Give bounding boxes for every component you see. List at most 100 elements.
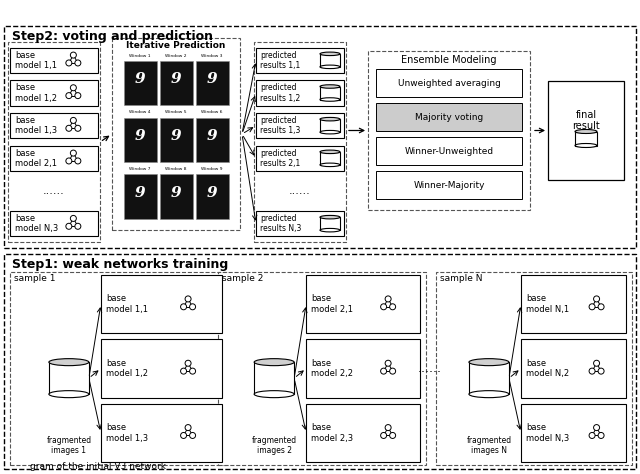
Circle shape [390,368,396,374]
Text: 9: 9 [207,129,218,143]
Bar [101,339,222,398]
Bar [10,211,98,237]
Bar [124,174,157,219]
Bar [521,339,626,398]
Bar [4,26,636,248]
Text: fragmented
images 1: fragmented images 1 [46,436,92,455]
Text: 9: 9 [171,73,181,86]
Ellipse shape [320,98,340,101]
Text: sample N: sample N [440,274,483,283]
Bar [8,42,100,242]
Bar [376,69,522,97]
Bar [306,275,420,333]
Circle shape [70,150,76,156]
Text: Window 9: Window 9 [201,167,223,171]
Text: predicted
results N,3: predicted results N,3 [260,214,301,233]
Circle shape [66,158,72,164]
Circle shape [66,125,72,131]
Bar [256,47,344,73]
Circle shape [593,360,600,366]
Bar [575,131,597,146]
Bar [256,211,344,237]
Bar [10,146,98,171]
Circle shape [593,425,600,430]
Bar [521,404,626,462]
Bar [320,152,340,165]
Text: 9: 9 [134,129,145,143]
Bar [376,171,522,199]
Ellipse shape [575,129,597,134]
Circle shape [381,432,387,438]
Bar [254,362,294,394]
Circle shape [66,92,72,99]
Text: final
result: final result [572,109,600,131]
Text: Unweighted averaging: Unweighted averaging [397,79,500,88]
Circle shape [180,304,187,310]
Bar [195,174,228,219]
Text: fragmented
images 2: fragmented images 2 [252,436,297,455]
Circle shape [385,425,391,430]
Bar [469,362,509,394]
Text: base
model 1,2: base model 1,2 [106,359,148,378]
Text: Ensemble Modeling: Ensemble Modeling [401,55,497,65]
Text: base
model N,2: base model N,2 [526,359,569,378]
Text: base
model N,1: base model N,1 [526,294,569,314]
Ellipse shape [49,391,89,398]
Ellipse shape [320,163,340,166]
Circle shape [75,223,81,229]
Circle shape [185,296,191,302]
Bar [10,113,98,138]
Circle shape [598,304,604,310]
Bar [368,51,530,210]
Circle shape [75,125,81,131]
Circle shape [66,223,72,229]
Ellipse shape [49,359,89,365]
Text: Winner-Majority: Winner-Majority [413,181,484,190]
Text: sample 2: sample 2 [222,274,264,283]
Text: Window 5: Window 5 [165,110,187,114]
Bar [124,118,157,162]
Ellipse shape [575,144,597,147]
Circle shape [589,432,595,438]
Bar [320,54,340,67]
Circle shape [598,368,604,374]
Ellipse shape [320,130,340,134]
Text: Step1: weak networks training: Step1: weak networks training [12,258,228,271]
Text: Iterative Prediction: Iterative Prediction [126,41,226,50]
Circle shape [381,368,387,374]
Bar [159,61,193,105]
Bar [10,47,98,73]
Bar [376,137,522,165]
Ellipse shape [320,52,340,55]
Text: 9: 9 [134,73,145,86]
Circle shape [598,432,604,438]
Ellipse shape [254,391,294,398]
Text: ......: ...... [43,186,65,196]
Circle shape [589,368,595,374]
Circle shape [189,432,196,438]
Circle shape [75,158,81,164]
Text: Window 1: Window 1 [129,54,151,58]
Text: gram of the initial V3 network: gram of the initial V3 network [30,462,166,471]
Circle shape [189,304,196,310]
Text: 9: 9 [207,186,218,200]
Bar [306,404,420,462]
Text: 9: 9 [134,186,145,200]
Bar [376,103,522,131]
Ellipse shape [320,228,340,232]
Text: Window 8: Window 8 [165,167,187,171]
Bar [256,146,344,171]
Text: base
model N,3: base model N,3 [15,214,58,233]
Ellipse shape [320,215,340,219]
Circle shape [180,368,187,374]
Text: base
model 1,1: base model 1,1 [15,51,57,70]
Bar [195,61,228,105]
Circle shape [381,304,387,310]
Text: base
model 2,2: base model 2,2 [311,359,353,378]
Text: base
model 2,1: base model 2,1 [15,149,57,168]
Circle shape [390,432,396,438]
Bar [254,42,346,242]
Text: Window 3: Window 3 [201,54,223,58]
Bar [306,339,420,398]
Ellipse shape [320,118,340,121]
